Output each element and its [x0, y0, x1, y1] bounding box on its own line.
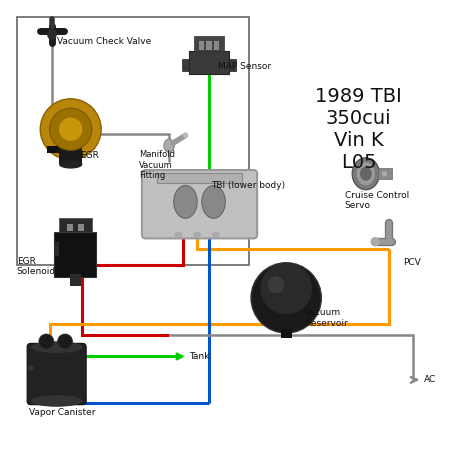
Text: EGR: EGR: [80, 151, 99, 160]
Ellipse shape: [352, 158, 379, 190]
Ellipse shape: [360, 167, 372, 181]
FancyBboxPatch shape: [142, 170, 257, 238]
Text: Tank: Tank: [189, 352, 210, 361]
Text: Vapor Canister: Vapor Canister: [28, 408, 95, 417]
Text: Manifold
Vacuum
Fitting: Manifold Vacuum Fitting: [138, 150, 174, 180]
Circle shape: [267, 276, 284, 293]
Ellipse shape: [202, 185, 225, 218]
Ellipse shape: [356, 162, 376, 186]
Circle shape: [57, 334, 73, 349]
Bar: [377, 168, 392, 179]
Text: EGR
Solenoid: EGR Solenoid: [17, 257, 56, 276]
Bar: [59, 218, 92, 232]
Ellipse shape: [31, 341, 82, 353]
Bar: [281, 329, 292, 337]
Text: TBI (lower body): TBI (lower body): [211, 181, 285, 190]
Bar: [189, 51, 228, 74]
Text: AC: AC: [423, 375, 436, 384]
Bar: [17, 17, 249, 265]
Circle shape: [251, 263, 321, 333]
Bar: [214, 41, 219, 50]
Bar: [55, 242, 58, 256]
FancyBboxPatch shape: [27, 343, 86, 405]
Text: Cruise Control
Servo: Cruise Control Servo: [345, 191, 409, 210]
Text: 1989 TBI
350cui
Vin K
L05: 1989 TBI 350cui Vin K L05: [315, 87, 402, 172]
Circle shape: [50, 108, 92, 150]
Bar: [59, 132, 82, 164]
Circle shape: [260, 263, 312, 314]
Bar: [78, 224, 84, 231]
Text: Vacuum Check Valve: Vacuum Check Valve: [57, 36, 151, 46]
Circle shape: [39, 334, 54, 349]
Ellipse shape: [164, 139, 174, 152]
Circle shape: [382, 171, 387, 177]
Bar: [182, 59, 189, 71]
Ellipse shape: [59, 160, 82, 169]
Ellipse shape: [193, 232, 201, 237]
Circle shape: [59, 118, 82, 141]
Bar: [199, 41, 204, 50]
Ellipse shape: [212, 232, 220, 237]
Circle shape: [182, 133, 188, 138]
Bar: [206, 41, 212, 50]
Bar: [55, 232, 97, 277]
Ellipse shape: [174, 185, 197, 218]
Bar: [70, 274, 81, 286]
Text: MAP Sensor: MAP Sensor: [218, 62, 272, 71]
Circle shape: [40, 99, 101, 160]
Circle shape: [371, 237, 380, 246]
Ellipse shape: [31, 395, 82, 407]
Bar: [47, 146, 59, 153]
Bar: [157, 173, 242, 183]
Ellipse shape: [27, 365, 34, 372]
Text: Vacuum
Reservoir: Vacuum Reservoir: [305, 308, 347, 328]
Bar: [67, 224, 73, 231]
Text: PCV: PCV: [403, 258, 421, 267]
Ellipse shape: [174, 232, 182, 237]
Ellipse shape: [48, 29, 56, 39]
Bar: [194, 36, 224, 51]
Bar: [228, 59, 236, 71]
